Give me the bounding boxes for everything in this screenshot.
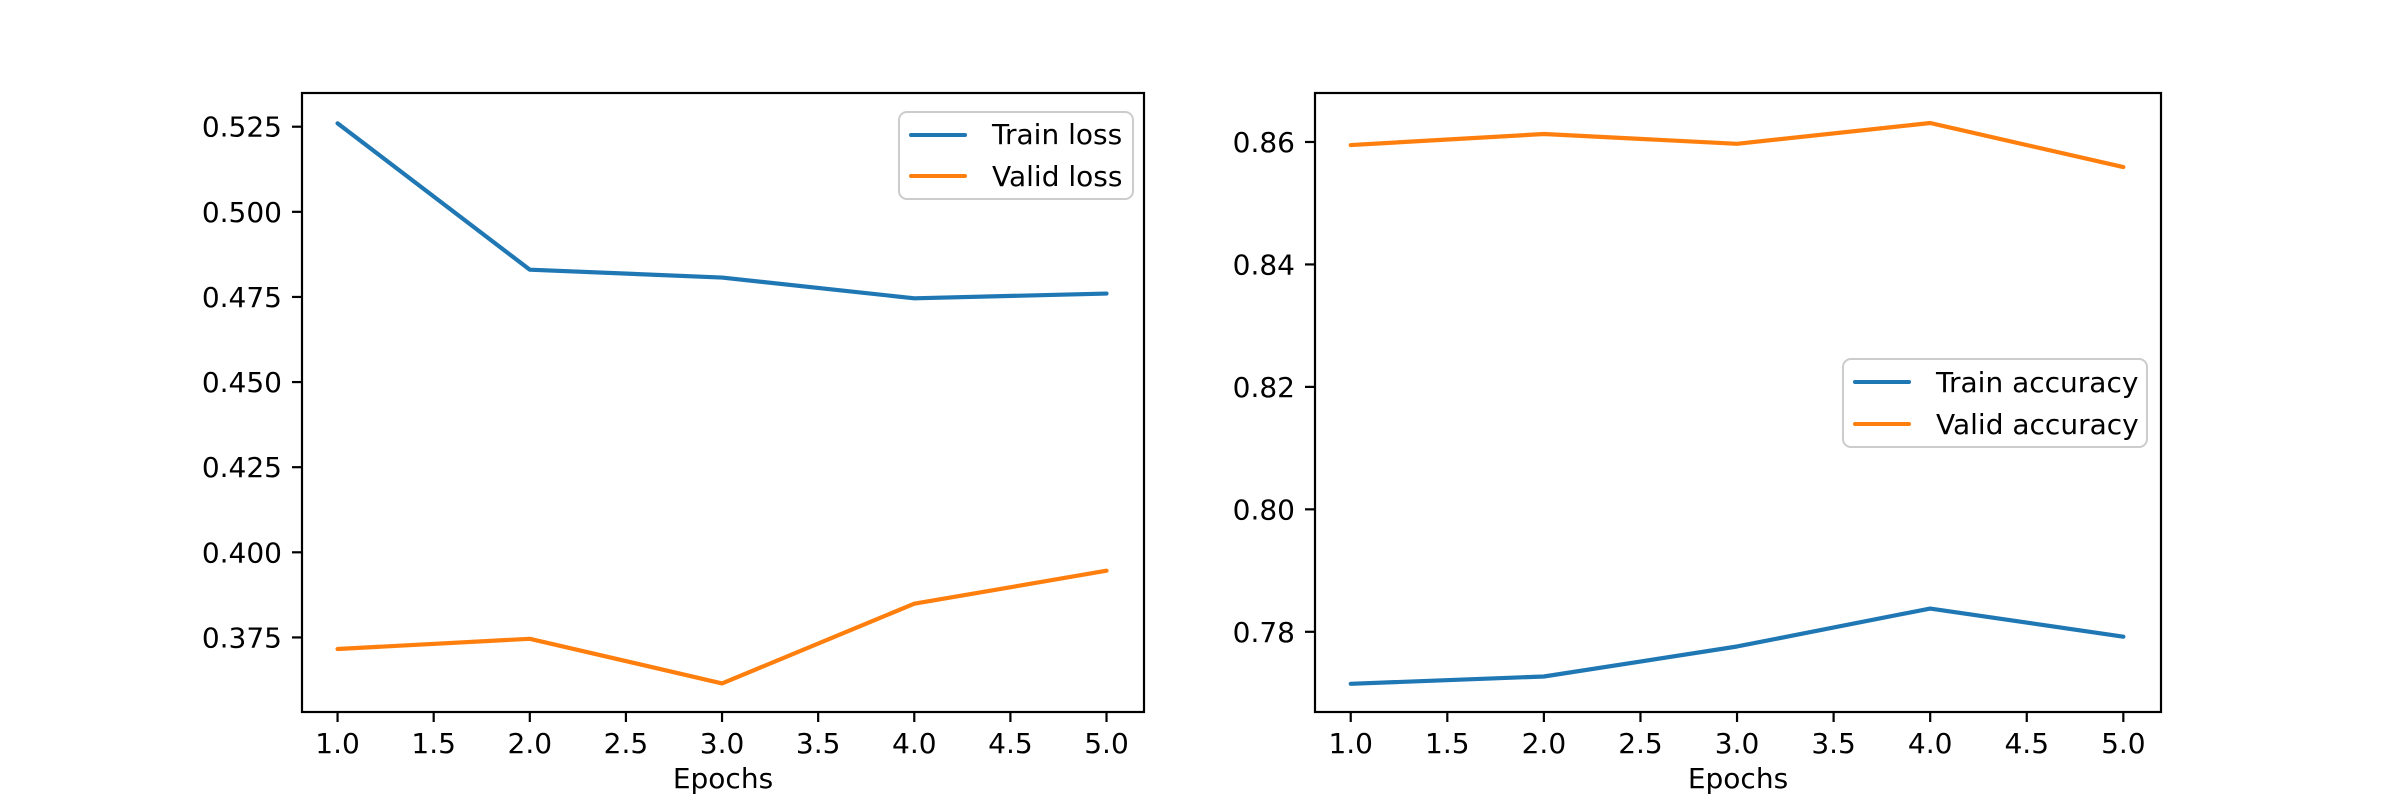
legend-label: Valid loss: [992, 159, 1123, 193]
legend-row: Train accuracy: [1853, 361, 2138, 403]
x-tick-label: 4.0: [1908, 727, 1953, 760]
y-tick-label: 0.86: [1233, 126, 1295, 159]
x-tick-label: 1.0: [315, 727, 360, 760]
x-tick-label: 3.5: [1811, 727, 1856, 760]
legend-label: Train loss: [992, 118, 1123, 152]
series-line-valid-loss: [335, 568, 1109, 686]
x-tick-label: 5.0: [2101, 727, 2146, 760]
x-tick-label: 4.5: [2004, 727, 2049, 760]
x-tick-label: 1.5: [411, 727, 456, 760]
y-tick-label: 0.375: [202, 621, 282, 654]
loss-x-axis-label: Epochs: [672, 762, 774, 795]
y-tick-label: 0.450: [202, 366, 282, 399]
x-tick-label: 2.5: [1618, 727, 1663, 760]
legend-row: Valid loss: [909, 156, 1123, 198]
legend-label: Valid accuracy: [1936, 407, 2139, 441]
x-tick-label: 3.0: [700, 727, 745, 760]
y-tick-label: 0.425: [202, 451, 282, 484]
series-line-valid-accuracy: [1348, 120, 2126, 170]
x-tick-label: 3.5: [796, 727, 841, 760]
train-loss-line-swatch: [909, 132, 967, 137]
x-tick-label: 3.0: [1715, 727, 1760, 760]
y-tick-label: 0.80: [1233, 493, 1295, 526]
y-tick-label: 0.82: [1233, 371, 1295, 404]
y-tick-label: 0.475: [202, 281, 282, 314]
x-tick-label: 1.0: [1328, 727, 1373, 760]
x-tick-label: 5.0: [1084, 727, 1129, 760]
accuracy-legend: Train accuracy Valid accuracy: [1842, 358, 2148, 448]
valid-accuracy-line-swatch: [1853, 421, 1911, 427]
valid-loss-line-swatch: [909, 174, 967, 179]
series-line-train-accuracy: [1348, 606, 2126, 686]
x-tick-label: 4.0: [892, 727, 937, 760]
y-tick-label: 0.500: [202, 196, 282, 229]
y-tick-label: 0.400: [202, 536, 282, 569]
accuracy-x-axis-label: Epochs: [1687, 762, 1789, 795]
train-accuracy-line-swatch: [1853, 379, 1911, 385]
x-tick-label: 2.5: [604, 727, 649, 760]
series-line-train-loss: [335, 121, 1109, 301]
legend-row: Valid accuracy: [1853, 403, 2139, 445]
legend-row: Train loss: [909, 114, 1123, 156]
y-tick-label: 0.78: [1233, 616, 1295, 649]
x-tick-label: 4.5: [988, 727, 1033, 760]
loss-legend: Train loss Valid loss: [898, 111, 1134, 200]
x-tick-label: 2.0: [1522, 727, 1567, 760]
y-tick-label: 0.525: [202, 111, 282, 144]
y-tick-label: 0.84: [1233, 248, 1295, 281]
x-tick-label: 1.5: [1425, 727, 1470, 760]
x-tick-label: 2.0: [508, 727, 553, 760]
legend-label: Train accuracy: [1936, 365, 2139, 399]
